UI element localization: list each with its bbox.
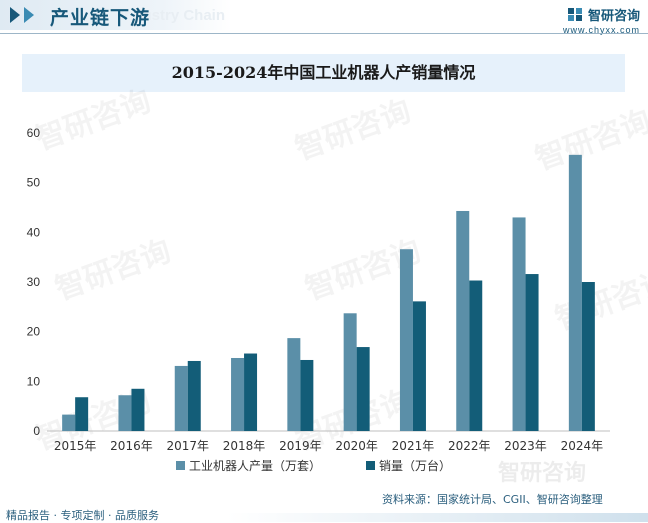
x-tick-label: 2022年 bbox=[448, 439, 491, 453]
production-bar bbox=[456, 210, 470, 431]
production-bar bbox=[62, 414, 76, 431]
x-tick-label: 2015年 bbox=[54, 439, 97, 453]
x-tick-label: 2019年 bbox=[279, 439, 322, 453]
header-divider bbox=[0, 33, 648, 34]
brand-block: 智研咨询 www.chyxx.com bbox=[563, 4, 640, 35]
watermark-text: 智研咨询 bbox=[291, 94, 416, 168]
watermark-text: 智研咨询 bbox=[551, 264, 648, 338]
legend-swatch bbox=[176, 461, 185, 470]
legend-label: 工业机器人产量（万套） bbox=[189, 459, 321, 473]
x-tick-label: 2020年 bbox=[335, 439, 378, 453]
x-tick-label: 2017年 bbox=[166, 439, 209, 453]
legend-label: 销量（万台） bbox=[379, 458, 451, 473]
brand-name: 智研咨询 bbox=[587, 9, 640, 24]
y-tick-label: 20 bbox=[27, 325, 41, 339]
production-bar bbox=[512, 217, 526, 431]
x-tick-label: 2024年 bbox=[561, 439, 604, 453]
sales-bar bbox=[131, 388, 145, 431]
watermark-text: 智研咨询 bbox=[531, 104, 648, 178]
section-title: 产业链下游 bbox=[50, 7, 151, 29]
sales-bar bbox=[300, 359, 314, 431]
y-tick-label: 60 bbox=[27, 126, 41, 140]
chart-title: 2015-2024年中国工业机器人产销量情况 bbox=[171, 63, 476, 82]
sales-bar bbox=[75, 397, 89, 431]
brand-url: www.chyxx.com bbox=[562, 25, 640, 35]
production-bar bbox=[568, 154, 582, 431]
y-tick-label: 50 bbox=[27, 176, 41, 190]
watermark-text: 智研咨询 bbox=[31, 84, 156, 158]
brand-watermark: 智研咨询 bbox=[498, 460, 586, 486]
y-tick-label: 0 bbox=[33, 424, 40, 438]
footer-bar bbox=[0, 513, 648, 522]
production-bar bbox=[399, 249, 413, 431]
sales-bar bbox=[244, 353, 258, 431]
x-tick-label: 2018年 bbox=[223, 439, 266, 453]
sales-bar bbox=[356, 347, 370, 431]
footer-source: 资料来源：国家统计局、CGII、智研咨询整理 bbox=[382, 493, 603, 506]
y-tick-label: 30 bbox=[27, 275, 41, 289]
header-banner bbox=[0, 0, 232, 30]
chart-title-box: 2015-2024年中国工业机器人产销量情况 bbox=[22, 54, 625, 92]
sales-bar bbox=[412, 301, 426, 431]
y-tick-label: 40 bbox=[27, 225, 41, 239]
production-bar bbox=[231, 357, 245, 431]
double-arrow-icon bbox=[10, 7, 34, 23]
sales-bar bbox=[581, 282, 595, 431]
header-english-watermark: Industry Chain bbox=[120, 7, 226, 24]
watermark-text: 智研咨询 bbox=[51, 234, 176, 308]
legend-swatch bbox=[366, 461, 375, 470]
production-bar bbox=[118, 395, 132, 431]
brand-logo-icon bbox=[567, 8, 582, 21]
x-tick-label: 2021年 bbox=[392, 439, 435, 453]
sales-bar bbox=[187, 360, 201, 431]
x-tick-label: 2023年 bbox=[504, 439, 547, 453]
production-bar bbox=[174, 365, 188, 431]
y-tick-label: 10 bbox=[27, 374, 41, 388]
sales-bar bbox=[525, 274, 539, 431]
header: Industry Chain 产业链下游 智研咨询 www.chyxx.com bbox=[0, 0, 648, 35]
production-bar bbox=[343, 313, 357, 431]
sales-bar bbox=[469, 280, 483, 431]
production-bar bbox=[287, 338, 301, 431]
x-tick-label: 2016年 bbox=[110, 439, 153, 453]
